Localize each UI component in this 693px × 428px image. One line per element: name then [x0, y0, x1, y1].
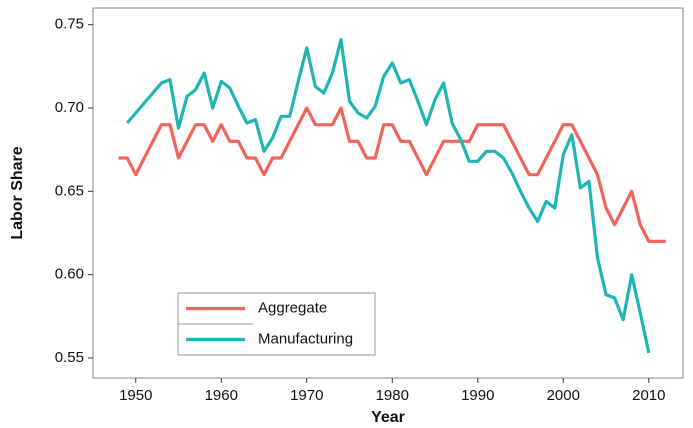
x-tick-label: 1980: [376, 387, 409, 404]
y-tick-label: 0.60: [55, 266, 84, 283]
series-line: [125, 38, 651, 354]
x-tick-label: 1960: [205, 387, 238, 404]
x-axis-title: Year: [371, 409, 405, 426]
legend-label: Aggregate: [258, 299, 327, 316]
y-tick-label: 0.65: [55, 182, 84, 199]
legend-label: Manufacturing: [258, 330, 353, 347]
x-tick-label: 1970: [290, 387, 323, 404]
series-line: [118, 106, 666, 243]
x-tick-label: 2000: [547, 387, 580, 404]
y-axis-title: Labor Share: [9, 146, 26, 239]
x-tick-label: 1950: [119, 387, 152, 404]
x-tick-label: 2010: [632, 387, 665, 404]
plot-frame: [92, 7, 684, 379]
y-tick-label: 0.70: [55, 99, 84, 116]
x-tick-label: 1990: [461, 387, 494, 404]
y-tick-label: 0.55: [55, 349, 84, 366]
y-tick-label: 0.75: [55, 16, 84, 33]
